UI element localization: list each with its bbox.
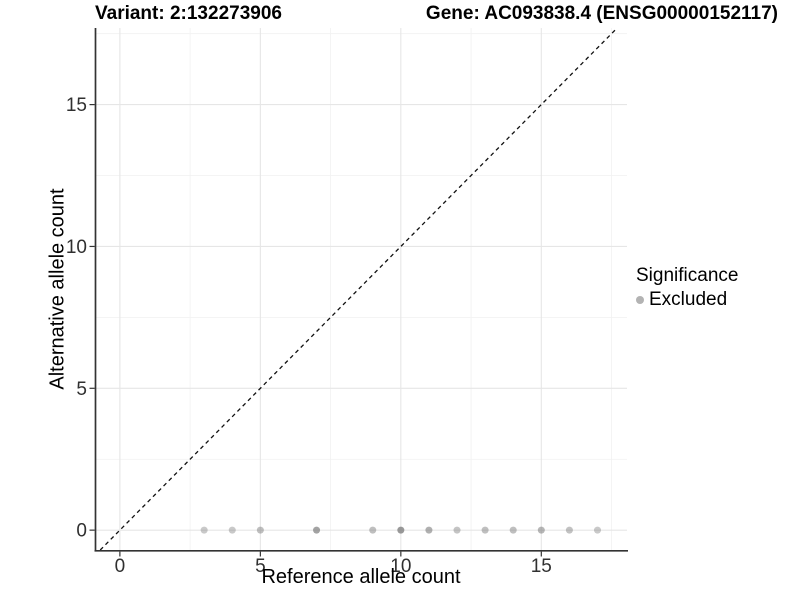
data-point (565, 526, 573, 534)
data-point (313, 526, 321, 534)
x-tick-label: 0 (115, 556, 126, 577)
y-tick-label: 15 (66, 95, 87, 116)
y-tick-label: 0 (76, 521, 87, 542)
plot-title-gene: Gene: AC093838.4 (ENSG00000152117) (425, 3, 778, 24)
x-tick-label: 10 (390, 556, 411, 577)
data-point (509, 526, 517, 534)
data-point (228, 526, 236, 534)
data-point (200, 526, 208, 534)
x-tick-label: 5 (255, 556, 266, 577)
data-point (537, 526, 545, 534)
data-point (256, 526, 264, 534)
data-point (397, 526, 405, 534)
y-axis-title: Alternative allele count (46, 188, 69, 390)
legend-title: Significance (636, 265, 739, 286)
x-axis-title: Reference allele count (261, 566, 461, 588)
y-tick-label: 5 (76, 379, 87, 400)
excluded-point-icon (636, 296, 644, 304)
data-point (425, 526, 433, 534)
legend: Significance Excluded (636, 265, 738, 311)
plot-title-variant: Variant: 2:132273906 (95, 3, 282, 24)
x-tick-label: 15 (531, 556, 552, 577)
data-point (369, 526, 377, 534)
identity-dashed-line (99, 27, 618, 551)
data-point (453, 526, 461, 534)
data-point (481, 526, 489, 534)
legend-item-label: Excluded (649, 289, 728, 310)
y-tick-label: 10 (66, 237, 87, 258)
data-point (594, 526, 601, 534)
legend-item-excluded: Excluded (636, 289, 738, 311)
